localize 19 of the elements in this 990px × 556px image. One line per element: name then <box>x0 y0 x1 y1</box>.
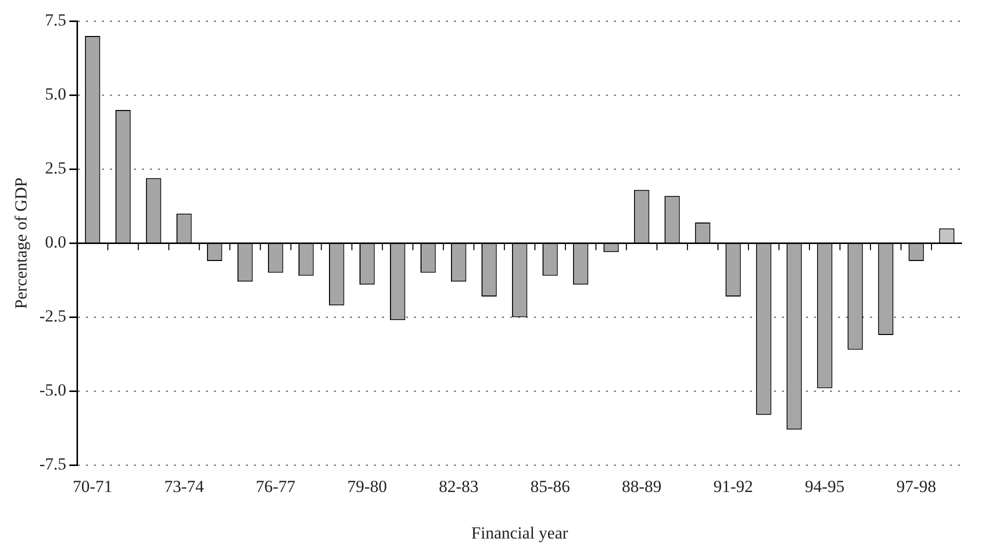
x-axis-title: Financial year <box>471 523 568 542</box>
x-tick-label: 85-86 <box>530 476 570 496</box>
x-tick-label: 97-98 <box>896 476 936 496</box>
x-tick-label: 73-74 <box>164 476 204 496</box>
x-tick-label: 76-77 <box>256 476 296 496</box>
y-tick-label: -2.5 <box>39 306 66 326</box>
y-tick-label: 5.0 <box>45 84 66 104</box>
x-tick-label: 79-80 <box>347 476 387 496</box>
x-tick-label: 88-89 <box>622 476 662 496</box>
x-tick-label: 82-83 <box>438 476 478 496</box>
x-tick-label: 94-95 <box>804 476 845 496</box>
x-tick-label: 70-71 <box>72 476 112 496</box>
y-tick-label: -5.0 <box>39 380 66 400</box>
x-tick-label: 91-92 <box>713 476 754 496</box>
y-axis-title: Percentage of GDP <box>12 178 31 309</box>
y-tick-label: 0.0 <box>45 232 66 252</box>
y-tick-label: -7.5 <box>39 454 66 474</box>
y-tick-label: 2.5 <box>45 158 66 178</box>
y-tick-label: 7.5 <box>45 10 66 30</box>
